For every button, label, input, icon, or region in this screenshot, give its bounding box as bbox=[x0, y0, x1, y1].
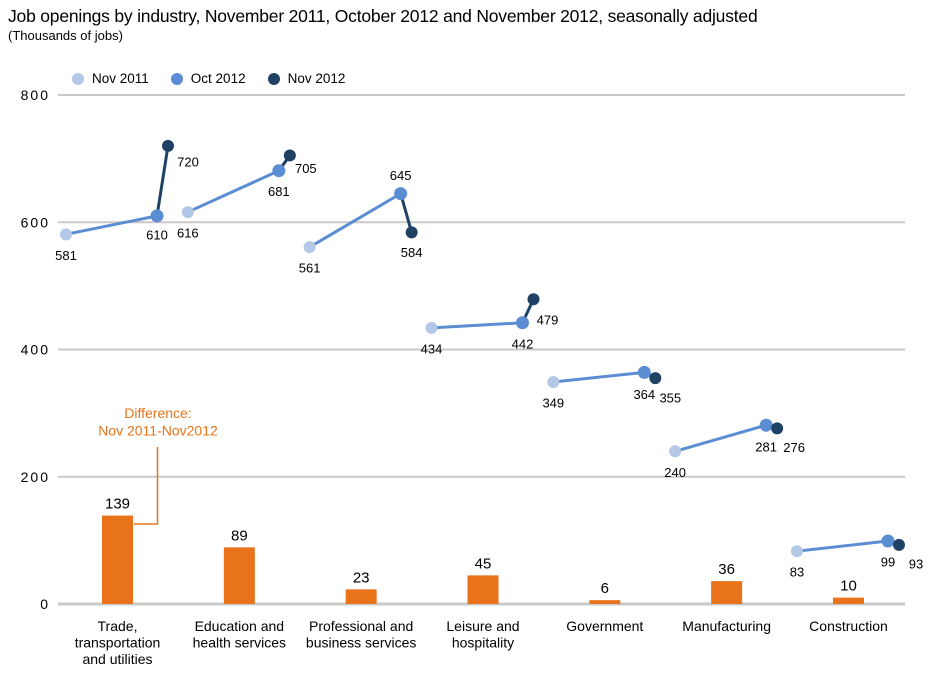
data-point-dot bbox=[881, 534, 895, 548]
difference-bar bbox=[223, 547, 255, 604]
connector-nov2011-oct2012 bbox=[796, 539, 889, 553]
x-axis-category-label: and utilities bbox=[82, 651, 152, 667]
data-point-label: 479 bbox=[537, 313, 559, 328]
data-point-dot bbox=[771, 422, 784, 435]
annotation-text-line1: Difference: bbox=[124, 405, 191, 421]
difference-bar bbox=[589, 600, 621, 604]
connector-nov2011-oct2012 bbox=[308, 192, 402, 249]
data-point-label: 349 bbox=[542, 395, 564, 410]
x-axis-category-label: transportation bbox=[75, 635, 161, 651]
data-point-label: 364 bbox=[633, 387, 655, 402]
x-axis-category-label: Manufacturing bbox=[682, 618, 771, 634]
y-axis-tick-label: 600 bbox=[21, 214, 50, 230]
data-point-label: 99 bbox=[881, 555, 895, 570]
data-point-label: 442 bbox=[512, 336, 534, 351]
connector-nov2011-oct2012 bbox=[553, 370, 645, 384]
legend: Nov 2011 Oct 2012 Nov 2012 bbox=[72, 71, 345, 86]
data-point-label: 561 bbox=[299, 261, 321, 276]
connector-oct2012-nov2012 bbox=[155, 145, 170, 217]
connector-nov2011-oct2012 bbox=[431, 321, 523, 330]
difference-bar bbox=[467, 575, 499, 604]
data-point-label: 681 bbox=[268, 184, 290, 199]
difference-bar bbox=[345, 589, 377, 604]
x-axis-category-label: Trade, bbox=[98, 618, 138, 634]
data-point-dot bbox=[181, 206, 194, 219]
x-axis-category-label: Professional and bbox=[309, 618, 413, 634]
data-point-dot bbox=[637, 365, 651, 379]
legend-label-nov-2011: Nov 2011 bbox=[92, 71, 149, 86]
annotation-text-line2: Nov 2011-Nov2012 bbox=[98, 423, 218, 439]
difference-bar bbox=[832, 597, 864, 604]
bar-value-label: 139 bbox=[105, 496, 130, 513]
data-point-dot bbox=[60, 228, 72, 241]
data-point-dot bbox=[515, 316, 529, 330]
annotation-connector-line bbox=[134, 447, 159, 525]
data-point-label: 581 bbox=[55, 248, 77, 263]
connector-nov2011-oct2012 bbox=[187, 169, 280, 214]
connector-nov2011-oct2012 bbox=[65, 214, 158, 236]
data-point-dot bbox=[669, 445, 682, 458]
data-point-dot bbox=[150, 209, 164, 223]
x-axis-category-label: Leisure and bbox=[446, 618, 519, 634]
legend-item-oct-2012: Oct 2012 bbox=[170, 71, 246, 86]
data-point-label: 83 bbox=[790, 565, 804, 580]
data-point-label: 281 bbox=[755, 440, 777, 455]
data-point-label: 610 bbox=[146, 227, 168, 242]
legend-label-oct-2012: Oct 2012 bbox=[190, 71, 246, 86]
bar-value-label: 23 bbox=[353, 569, 370, 586]
data-point-label: 584 bbox=[401, 245, 423, 260]
chart-title: Job openings by industry, November 2011,… bbox=[8, 6, 758, 26]
y-axis-tick-label: 200 bbox=[21, 469, 50, 485]
data-point-label: 93 bbox=[909, 556, 923, 571]
y-axis-tick-label: 800 bbox=[21, 87, 50, 103]
x-axis-category-label: Education and bbox=[195, 618, 285, 634]
connector-oct2012-nov2012 bbox=[399, 193, 414, 233]
data-point-label: 240 bbox=[664, 465, 686, 480]
data-point-label: 616 bbox=[177, 226, 199, 241]
x-axis-category-label: hospitality bbox=[452, 635, 514, 651]
data-point-dot bbox=[790, 545, 803, 558]
bar-value-label: 10 bbox=[840, 578, 857, 595]
data-point-dot bbox=[272, 164, 286, 178]
x-axis-category-label: Government bbox=[566, 618, 643, 634]
connector-nov2011-oct2012 bbox=[674, 423, 767, 453]
data-point-label: 434 bbox=[421, 341, 443, 356]
data-point-label: 720 bbox=[177, 154, 199, 169]
data-point-dot bbox=[892, 538, 905, 551]
bar-value-label: 6 bbox=[601, 580, 609, 597]
legend-swatch-oct-2012 bbox=[170, 72, 183, 85]
x-axis-category-label: business services bbox=[306, 635, 417, 651]
data-point-label: 355 bbox=[659, 391, 681, 406]
data-point-dot bbox=[283, 149, 296, 162]
legend-label-nov-2012: Nov 2012 bbox=[287, 71, 346, 86]
legend-item-nov-2012: Nov 2012 bbox=[267, 71, 346, 86]
data-point-dot bbox=[162, 139, 174, 152]
y-axis-tick-label: 0 bbox=[40, 596, 50, 612]
difference-bar bbox=[711, 581, 743, 604]
data-point-dot bbox=[405, 226, 418, 239]
data-point-label: 276 bbox=[783, 440, 805, 455]
data-point-dot bbox=[394, 187, 408, 201]
data-point-label: 645 bbox=[390, 168, 412, 183]
x-axis-category-label: health services bbox=[193, 635, 286, 651]
difference-bar bbox=[102, 515, 133, 604]
legend-swatch-nov-2011 bbox=[72, 72, 84, 85]
data-point-label: 705 bbox=[295, 161, 317, 176]
legend-item-nov-2011: Nov 2011 bbox=[72, 71, 149, 86]
x-axis-category-label: Construction bbox=[809, 618, 888, 634]
y-axis-tick-label: 400 bbox=[21, 342, 50, 358]
bar-value-label: 36 bbox=[718, 561, 735, 578]
data-point-dot bbox=[425, 321, 438, 334]
data-point-dot bbox=[759, 418, 773, 432]
chart-subtitle: (Thousands of jobs) bbox=[8, 28, 123, 43]
data-point-dot bbox=[547, 375, 560, 388]
data-point-dot bbox=[527, 293, 540, 306]
bar-value-label: 45 bbox=[475, 555, 492, 572]
legend-swatch-nov-2012 bbox=[267, 72, 280, 85]
data-point-dot bbox=[303, 241, 316, 254]
data-point-dot bbox=[649, 372, 662, 385]
bar-value-label: 89 bbox=[231, 527, 248, 544]
